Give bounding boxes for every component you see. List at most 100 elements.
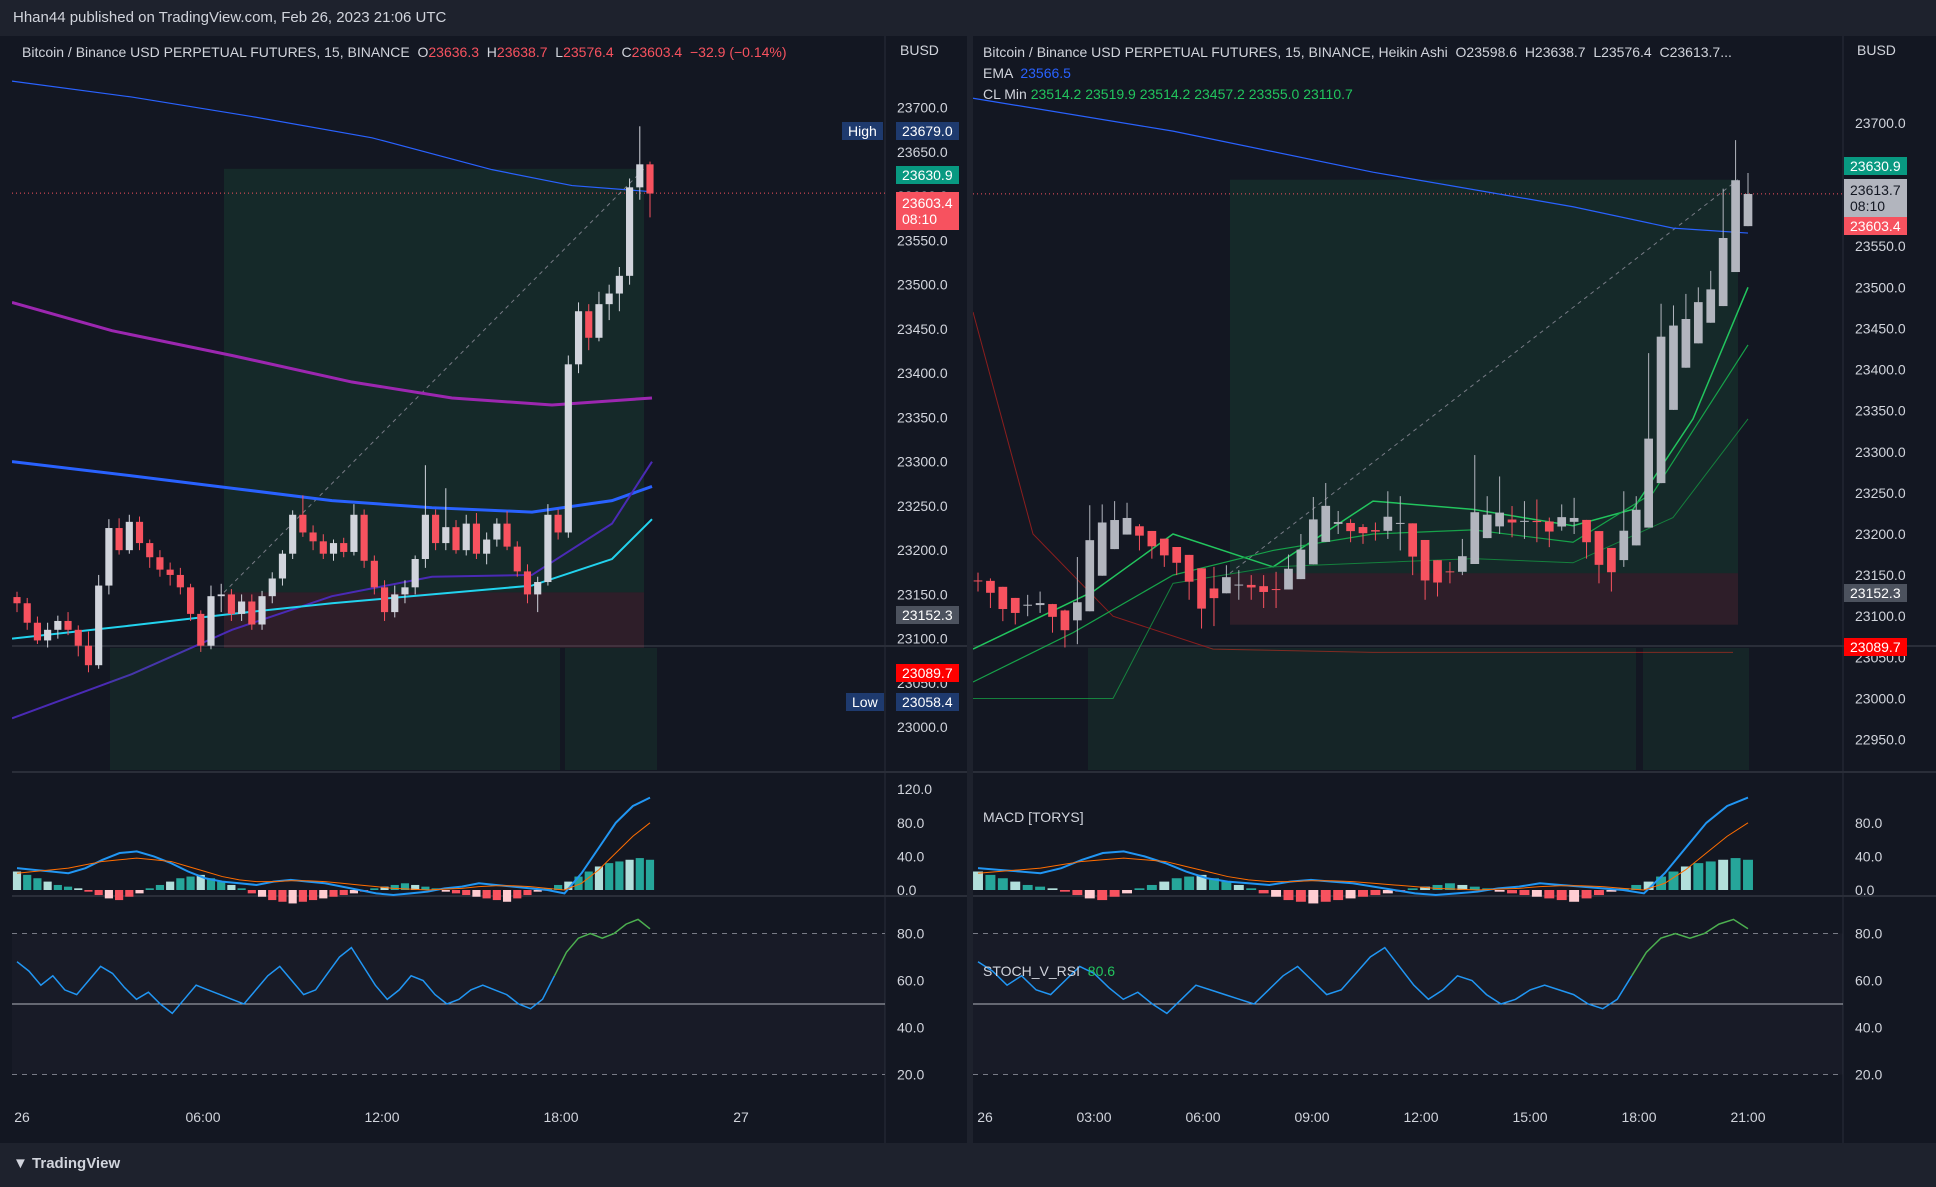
macd-bar-36 [1420,886,1431,890]
macd-bar-33 [1382,890,1393,894]
price-tick-4: 23500.0 [1855,279,1906,295]
ma-line-1 [12,300,653,407]
candle-body-24 [1271,589,1281,591]
candle-body-33 [1383,516,1393,531]
macd-bar-30 [319,890,328,899]
candle-body-28 [1321,505,1331,542]
candle-body-3 [44,629,52,641]
macd-bar-39 [1457,884,1468,890]
right-ha-last-tag: 23613.7 08:10 [1844,179,1907,217]
rsi-tick-3: 20.0 [897,1067,924,1083]
candle-body-14 [1147,530,1157,547]
tradingview-logo[interactable]: ▼ TradingView [13,1155,120,1172]
macd-bar-30 [1345,890,1356,899]
macd-bar-45 [472,890,481,897]
candle-body-40 [1470,512,1480,564]
candle-body-21 [1234,584,1244,586]
macd-tick-0: 80.0 [1855,815,1882,831]
macd-bar-15 [166,881,175,890]
macd-bar-3 [43,881,52,890]
candle-body-30 [319,541,327,554]
candle-body-38 [401,587,409,595]
candle-body-50 [523,571,532,595]
macd-bar-10 [1097,890,1108,901]
time-tick-0: 26 [977,1109,993,1125]
macd-bar-50 [1594,890,1604,896]
candle-body-29 [1333,522,1343,524]
macd-bar-32 [1370,890,1381,896]
macd-bar-28 [298,890,307,902]
price-tick-7: 23350.0 [897,409,948,425]
macd-bar-62 [1743,859,1753,890]
clmin-values: 23514.2 23519.9 23514.2 23457.2 23355.0 … [1031,86,1353,102]
time-tick-6: 18:00 [1621,1109,1656,1125]
clmin-value-0: 23514.2 [1030,86,1086,102]
macd-bar-21 [1233,884,1244,890]
time-tick-4: 27 [733,1109,749,1125]
macd-bar-51 [1606,890,1617,892]
left-chart-svg[interactable]: 23700.023650.023600.023550.023500.023450… [12,36,967,1143]
high-tag-label: High [842,122,883,140]
ema-value: 23566.5 [1020,65,1071,81]
candle-body-33 [350,514,358,552]
price-tick-12: 23100.0 [1855,608,1906,624]
macd-line [977,796,1749,897]
candle-body-27 [1308,519,1318,565]
panel-divider[interactable] [967,36,973,1143]
macd-bar-27 [288,890,297,904]
candle-body-16 [1172,547,1182,563]
rsi-label: STOCH_V_RSI [983,963,1080,979]
macd-bar-15 [1159,881,1170,890]
left-chart-panel[interactable]: 23700.023650.023600.023550.023500.023450… [12,36,967,1143]
right-chart-panel[interactable]: 23700.023650.023600.023550.023500.023450… [973,36,1936,1143]
price-tick-5: 23450.0 [897,321,948,337]
candle-body-52 [1619,530,1629,561]
candle-body-35 [1408,523,1418,557]
price-tick-15: 22950.0 [1855,732,1906,748]
ma-line-3 [12,461,653,720]
candle-body-31 [1358,527,1368,534]
macd-shade-1 [1643,648,1749,770]
right-currency: BUSD [1857,42,1896,58]
candle-body-19 [1209,588,1219,599]
candle-body-56 [1669,325,1678,410]
macd-bar-57 [594,866,604,890]
candle-body-12 [135,521,144,544]
candle-body-4 [1023,604,1033,606]
clmin-label: CL Min [983,86,1027,102]
candle-body-45 [472,523,481,554]
macd-bar-45 [1531,890,1542,897]
macd-bar-14 [155,884,165,890]
right-chart-svg[interactable]: 23700.023650.023600.023550.023500.023450… [973,36,1936,1143]
macd-bar-5 [1035,886,1046,890]
clmin-value-5: 23110.7 [1303,86,1353,102]
publish-header: Hhan44 published on TradingView.com, Feb… [0,0,1936,36]
ma-line-0 [12,80,653,193]
rsi-tick-2: 40.0 [897,1020,924,1036]
macd-bar-2 [33,878,42,890]
ha-high: H23638.7 [1524,44,1586,60]
candle-body-57 [595,304,603,338]
candle-body-11 [1110,520,1119,550]
candle-body-58 [1693,302,1703,344]
macd-bar-61 [635,858,644,890]
macd-bar-59 [615,861,624,890]
macd-shade-0 [1088,648,1636,770]
candle-body-1 [23,603,31,623]
candle-body-40 [421,514,429,560]
candle-body-41 [432,514,440,544]
time-tick-1: 06:00 [185,1109,220,1125]
right-symbol: Bitcoin / Binance USD PERPETUAL FUTURES,… [983,44,1448,60]
candle-body-10 [115,528,123,551]
macd-bar-22 [237,888,246,890]
macd-bar-19 [1209,878,1219,890]
macd-bar-49 [1581,890,1592,899]
time-tick-5: 15:00 [1512,1109,1547,1125]
macd-bar-7 [84,890,93,892]
candle-body-13 [1135,526,1144,536]
macd-bar-20 [1221,881,1232,890]
macd-bar-11 [1109,890,1120,897]
price-tick-8: 23300.0 [1855,444,1906,460]
time-tick-4: 12:00 [1403,1109,1438,1125]
rsi-tick-0: 80.0 [1855,926,1882,942]
